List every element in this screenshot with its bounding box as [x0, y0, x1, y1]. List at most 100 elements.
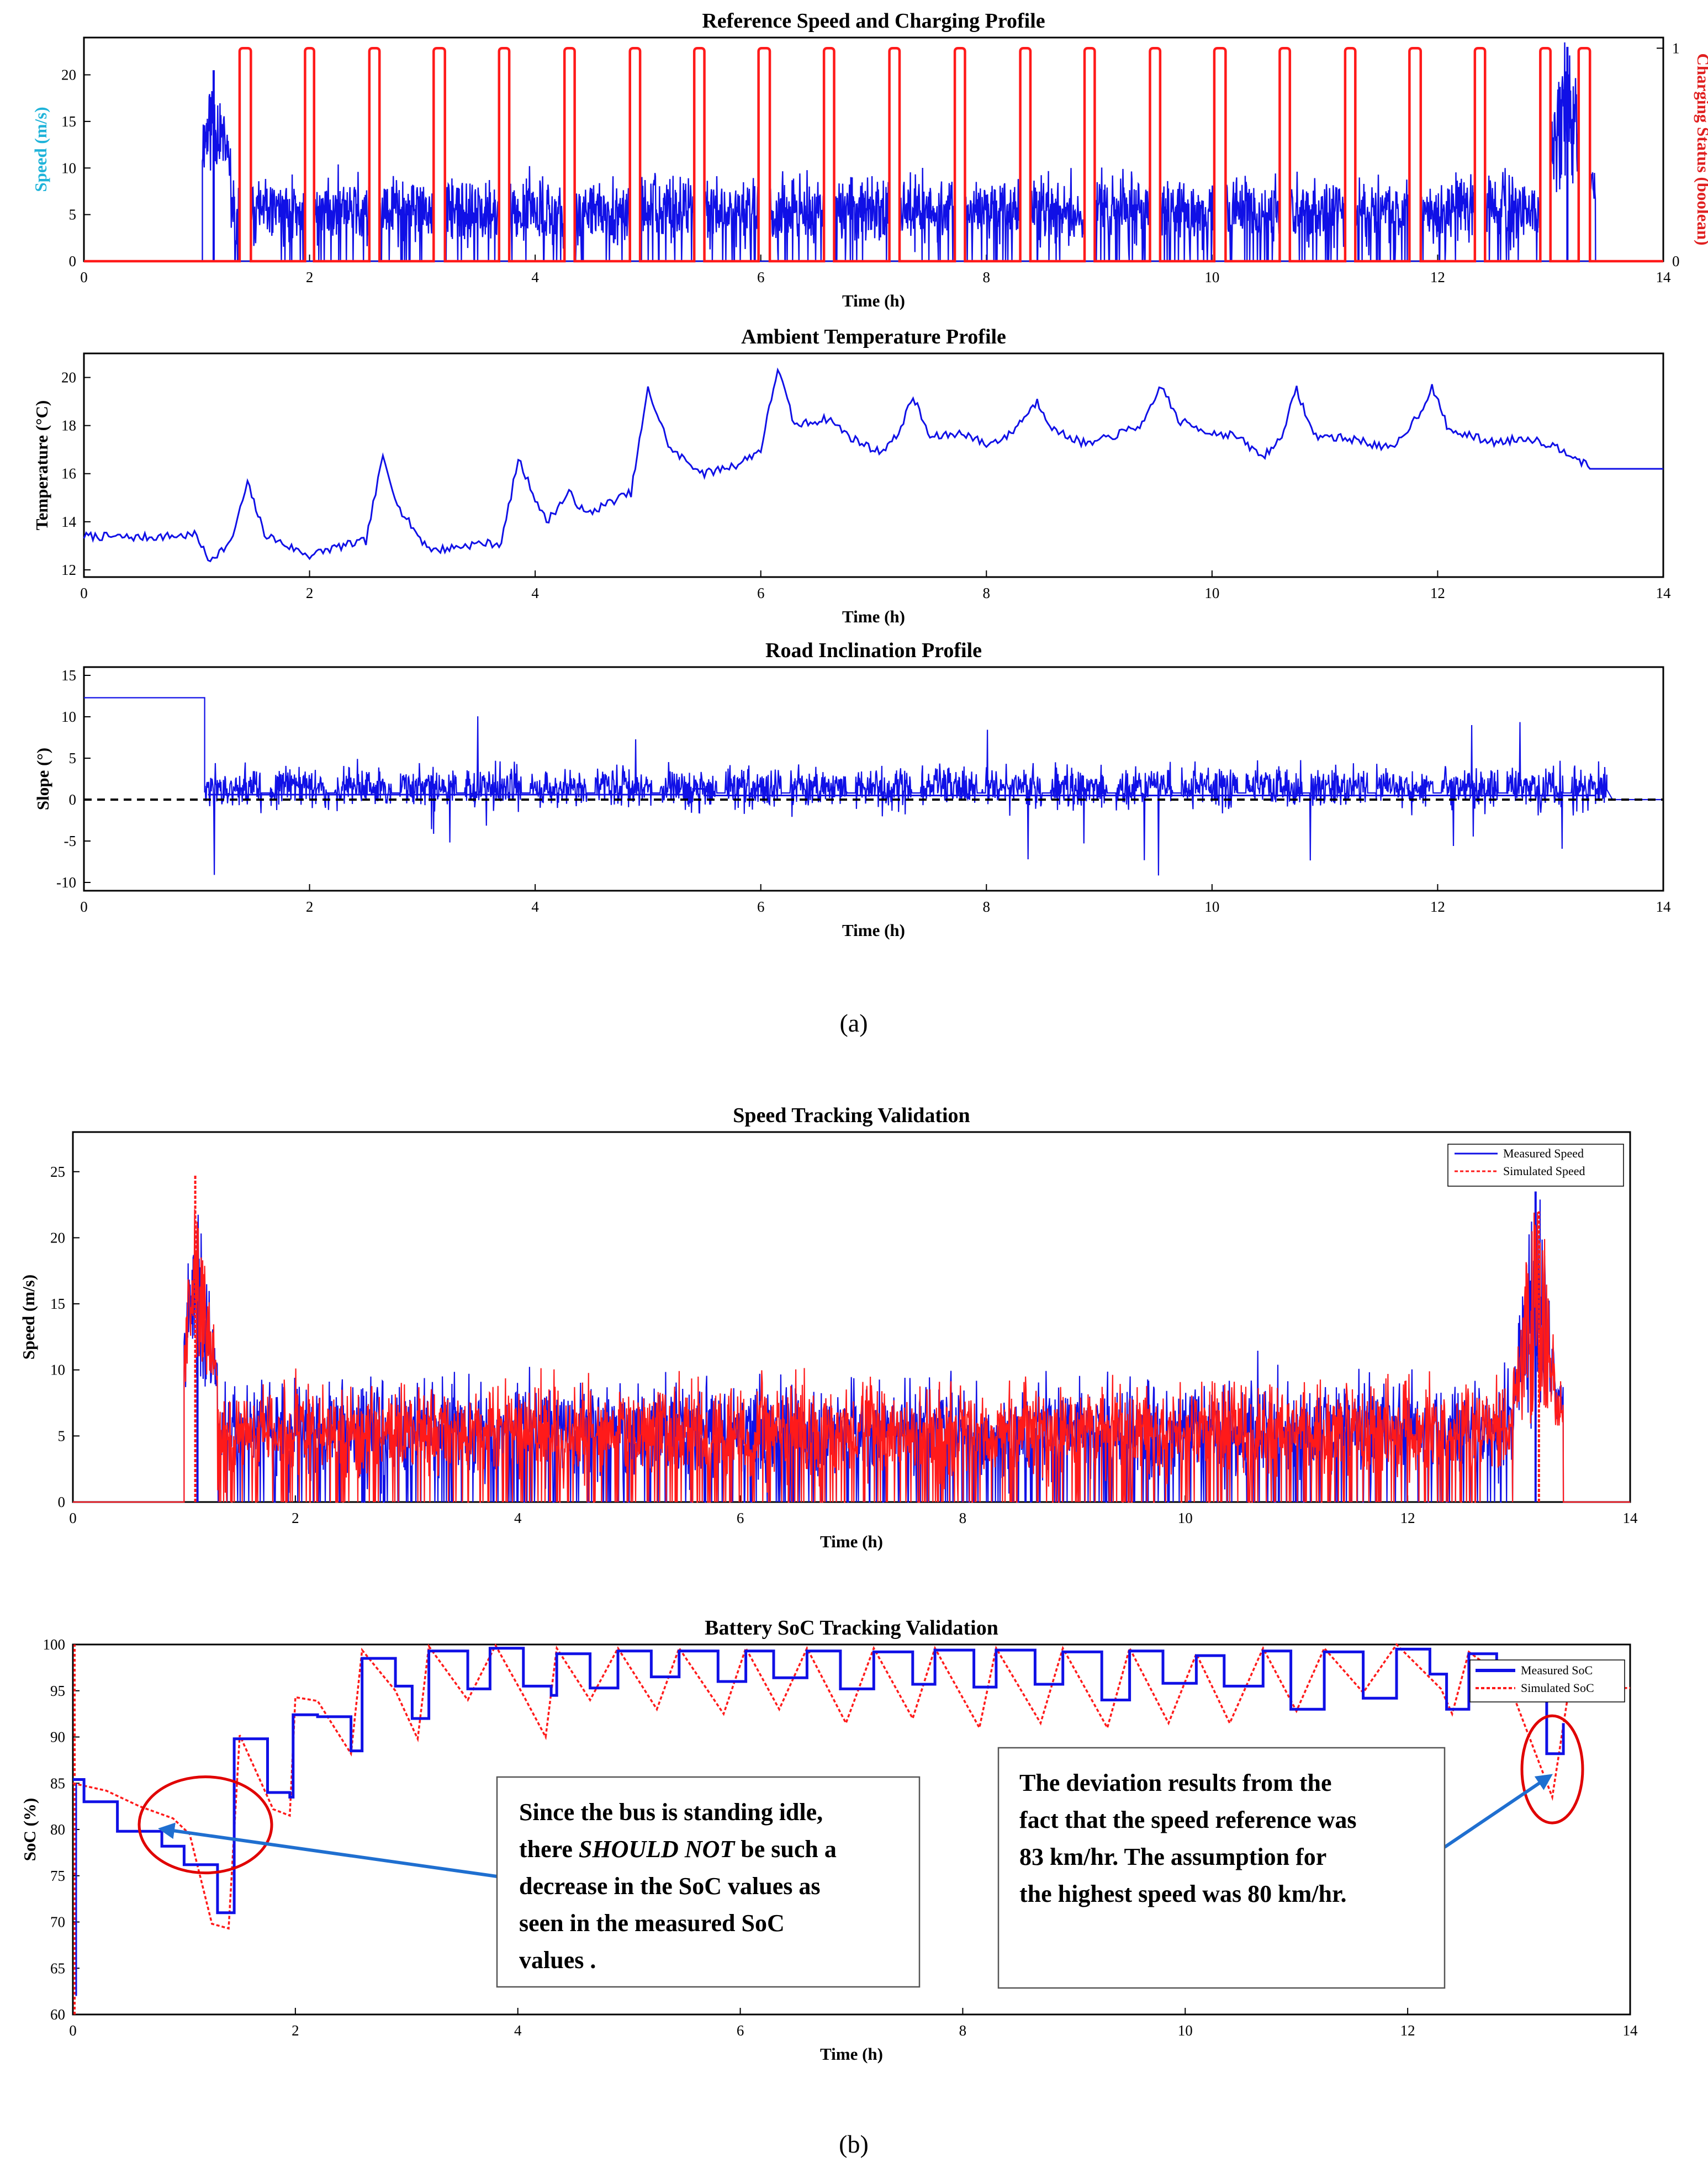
soc-val-legend-entry: Simulated SoC — [1521, 1681, 1594, 1695]
slope-xtick-label: 4 — [531, 898, 539, 915]
caption-a: (a) — [839, 1009, 868, 1037]
temp-xtick-label: 12 — [1430, 585, 1445, 601]
slope-xtick-label: 6 — [757, 898, 765, 915]
soc-val-ylabel: SoC (%) — [20, 1798, 39, 1862]
temp-xtick-label: 6 — [757, 585, 765, 601]
soc-val-note-left-line: there SHOULD NOT be such a — [519, 1836, 837, 1863]
caption-b: (b) — [839, 2130, 869, 2158]
soc-val-xtick-label: 2 — [292, 2022, 299, 2039]
soc-val-ytick-label: 85 — [50, 1775, 65, 1791]
speed-ref-xlabel: Time (h) — [842, 291, 905, 310]
temp-xtick-label: 0 — [80, 585, 88, 601]
slope-xtick-label: 12 — [1430, 898, 1445, 915]
speed-val-ytick-label: 5 — [58, 1427, 66, 1444]
slope-ytick-label: 5 — [69, 750, 77, 766]
temp-xtick-label: 2 — [306, 585, 314, 601]
slope-xtick-label: 10 — [1204, 898, 1219, 915]
speed-val-legend-entry: Simulated Speed — [1503, 1164, 1585, 1178]
soc-val-note-right-line: fact that the speed reference was — [1019, 1806, 1357, 1833]
speed-val-ytick-label: 15 — [50, 1295, 65, 1312]
soc-val-note-left-line: values . — [519, 1947, 596, 1974]
speed-ref-xtick-label: 4 — [531, 269, 539, 285]
soc-val-ytick-label: 100 — [43, 1636, 66, 1653]
speed-ref-ylabel-right: Charging Status (boolean) — [1694, 54, 1708, 246]
speed-val-legend — [1447, 1144, 1624, 1187]
slope-baseline — [208, 788, 1596, 796]
soc-val-arrow-left — [158, 1822, 498, 1878]
slope-xtick-label: 2 — [306, 898, 314, 915]
speed-val-xtick-label: 12 — [1400, 1510, 1415, 1526]
soc-val-note-right-line: The deviation results from the — [1019, 1769, 1331, 1796]
soc-val-note-left-line: decrease in the SoC values as — [519, 1873, 821, 1900]
temp-series — [83, 367, 1663, 563]
speed-val-xtick-label: 6 — [737, 1510, 744, 1526]
soc-val-legend-entry: Measured SoC — [1521, 1663, 1593, 1677]
speed-val-xtick-label: 2 — [292, 1510, 299, 1526]
speed-ref-ytick-right-label: 0 — [1672, 253, 1680, 269]
speed-ref-xtick-label: 12 — [1430, 269, 1445, 285]
speed-val-ytick-label: 25 — [50, 1164, 65, 1180]
speed-ref-xtick-label: 0 — [80, 269, 88, 285]
soc-val-ytick-label: 65 — [50, 1960, 65, 1976]
slope-ytick-label: 15 — [61, 667, 76, 684]
temp-xtick-label: 10 — [1204, 585, 1219, 601]
soc-val-arrow-right — [1443, 1774, 1553, 1849]
soc-val-note-right-box — [997, 1747, 1446, 1989]
speed-val-xlabel: Time (h) — [820, 1532, 883, 1551]
speed-ref-ytick-right-label: 1 — [1672, 40, 1680, 56]
soc-val-series-simulated — [72, 1643, 1631, 1930]
speed-val-ytick-label: 0 — [58, 1494, 66, 1510]
speed-val-xtick-label: 0 — [69, 1510, 77, 1526]
soc-val-ytick-label: 60 — [50, 2006, 65, 2023]
temp-ytick-label: 12 — [61, 562, 76, 578]
slope-xtick-label: 14 — [1656, 898, 1672, 915]
speed-ref-xtick-label: 8 — [983, 269, 991, 285]
soc-val-highlight-ellipse-right — [1520, 1714, 1584, 1825]
temp-xtick-label: 8 — [983, 585, 991, 601]
slope-ytick-label: -10 — [56, 874, 76, 891]
speed-ref-xtick-label: 6 — [757, 269, 765, 285]
temp-title: Ambient Temperature Profile — [741, 325, 1006, 348]
speed-ref-ytick-label: 15 — [61, 113, 76, 130]
soc-val-xtick-label: 14 — [1623, 2022, 1638, 2039]
slope-series — [84, 697, 1663, 876]
temp-ytick-label: 16 — [61, 466, 76, 482]
speed-ref-ytick-label: 10 — [61, 160, 76, 176]
speed-ref-xtick-label: 2 — [306, 269, 314, 285]
soc-val-xtick-label: 10 — [1178, 2022, 1193, 2039]
soc-val-note-left-line: seen in the measured SoC — [519, 1910, 785, 1937]
soc-val-xtick-label: 8 — [959, 2022, 967, 2039]
temp-ytick-label: 18 — [61, 417, 76, 434]
speed-ref-ytick-label: 20 — [61, 67, 76, 83]
temp-plot-area — [83, 352, 1664, 578]
slope-xlabel: Time (h) — [842, 921, 905, 940]
temp-ylabel: Temperature (°C) — [32, 400, 51, 530]
soc-val-ytick-label: 95 — [50, 1683, 65, 1699]
speed-val-title: Speed Tracking Validation — [733, 1104, 970, 1127]
speed-val-xtick-label: 8 — [959, 1510, 967, 1526]
soc-val-xtick-label: 6 — [737, 2022, 744, 2039]
temp-xtick-label: 4 — [531, 585, 539, 601]
soc-val-xtick-label: 0 — [69, 2022, 77, 2039]
speed-val-ytick-label: 20 — [50, 1229, 65, 1246]
temp-ytick-label: 14 — [61, 514, 77, 530]
slope-xtick-label: 0 — [80, 898, 88, 915]
soc-val-note-left-box — [496, 1776, 921, 1988]
speed-val-xtick-label: 4 — [514, 1510, 522, 1526]
soc-val-note-right-line: the highest speed was 80 km/hr. — [1019, 1880, 1346, 1907]
slope-ytick-label: 0 — [69, 791, 77, 808]
temp-xlabel: Time (h) — [842, 607, 905, 626]
speed-val-ytick-label: 10 — [50, 1362, 65, 1378]
speed-val-ylabel: Speed (m/s) — [19, 1275, 38, 1360]
soc-val-highlight-ellipse-left — [138, 1775, 273, 1875]
speed-val-legend-entry: Measured Speed — [1503, 1146, 1584, 1160]
soc-val-note-left-line: Since the bus is standing idle, — [519, 1799, 823, 1826]
slope-title: Road Inclination Profile — [765, 639, 982, 662]
soc-val-ytick-label: 70 — [50, 1914, 65, 1931]
slope-ytick-label: -5 — [64, 833, 77, 849]
slope-ylabel: Slope (°) — [33, 748, 52, 810]
speed-ref-xtick-label: 10 — [1204, 269, 1219, 285]
speed-ref-xtick-label: 14 — [1656, 269, 1672, 285]
speed-val-series-simulated — [73, 1209, 1630, 1503]
